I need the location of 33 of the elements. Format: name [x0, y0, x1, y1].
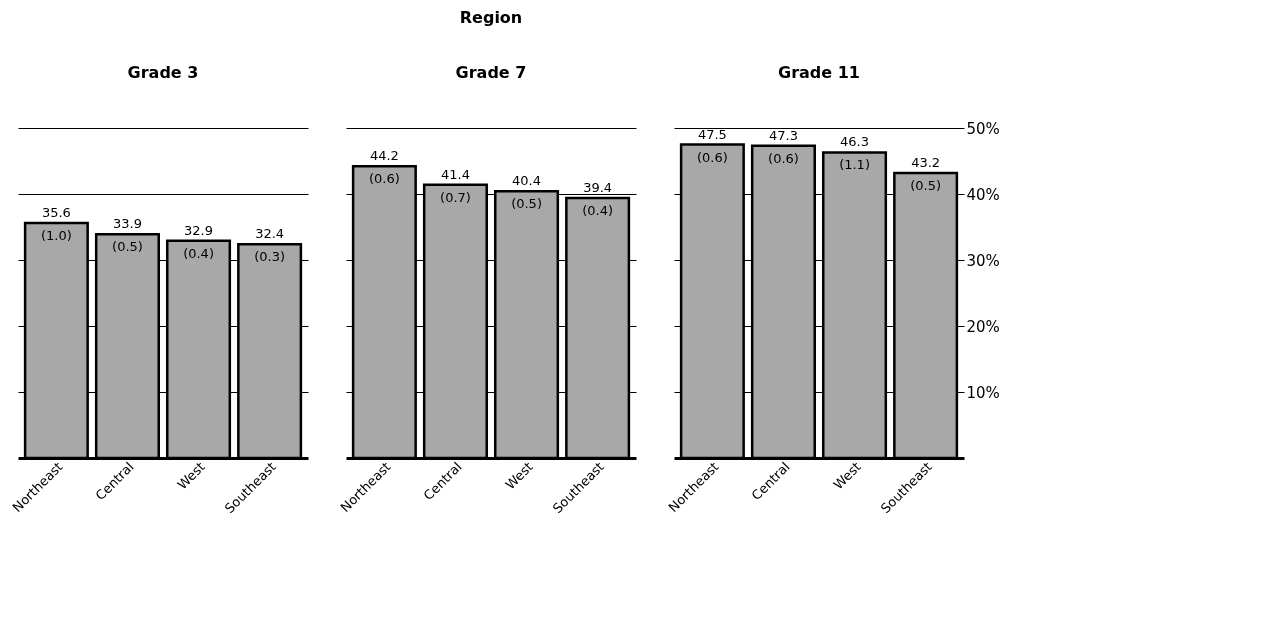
data-label: 43.2 [911, 154, 941, 170]
data-label: 39.4 [583, 179, 613, 195]
data-label: 41.4 [440, 166, 470, 182]
annotation: (0.4) [582, 202, 614, 218]
annotation: (0.5) [112, 239, 143, 255]
chart-title: Grade 11 [778, 63, 860, 82]
data-label: 40.4 [512, 173, 542, 189]
data-label: 47.5 [697, 126, 727, 142]
y-tick-label: 30% [966, 251, 1000, 270]
data-label: 46.3 [840, 134, 870, 150]
chart-title: Grade 3 [127, 63, 199, 82]
annotation: (0.3) [254, 249, 286, 265]
data-label: 47.3 [768, 127, 798, 143]
data-label: 44.2 [369, 148, 399, 164]
y-tick-label: 40% [966, 185, 1000, 204]
data-label: 35.6 [41, 205, 71, 221]
annotation: (0.7) [440, 189, 471, 205]
x-axis-title: Region [459, 8, 523, 27]
annotation: (0.6) [696, 149, 728, 165]
y-tick-label: 20% [966, 317, 1000, 336]
annotation: (1.1) [839, 157, 870, 173]
data-label: 33.9 [112, 216, 142, 232]
chart-title: Grade 7 [455, 63, 527, 82]
data-label: 32.4 [255, 226, 285, 242]
annotation: (0.4) [183, 245, 214, 261]
y-tick-label: 50% [966, 119, 1000, 138]
annotation: (0.6) [368, 171, 400, 187]
annotation: (0.5) [511, 196, 542, 212]
annotation: (0.5) [910, 177, 942, 193]
annotation: (0.6) [768, 150, 799, 166]
y-tick-label: 10% [966, 383, 1000, 402]
data-label: 32.9 [184, 222, 214, 238]
annotation: (1.0) [40, 228, 72, 244]
